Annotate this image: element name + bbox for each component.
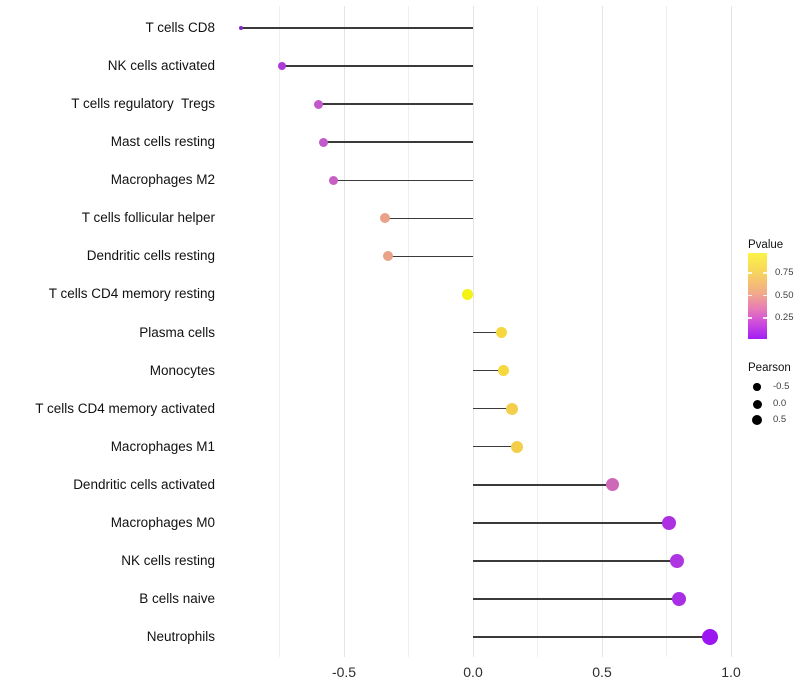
lollipop-stem [385, 217, 473, 220]
lollipop-stem [240, 27, 473, 29]
colorbar-tick [748, 294, 752, 297]
pearson-legend-dot [753, 383, 761, 391]
colorbar-tick [763, 317, 767, 319]
gridline-minor [279, 6, 280, 657]
lollipop-dot [495, 327, 507, 338]
lollipop-dot [702, 629, 719, 645]
lollipop-stem [387, 255, 473, 258]
lollipop-stem [473, 369, 504, 372]
lollipop-dot [662, 515, 677, 530]
lollipop-dot [505, 402, 518, 415]
category-label: NK cells resting [121, 552, 215, 568]
gridline-minor [408, 6, 409, 657]
gridline-major [343, 6, 345, 657]
lollipop-dot [510, 440, 523, 453]
lollipop-stem [318, 103, 473, 105]
colorbar-tick [748, 317, 752, 319]
lollipop-stem [282, 65, 473, 67]
lollipop-stem [473, 331, 502, 334]
category-label: Dendritic cells activated [73, 476, 215, 492]
category-label: Plasma cells [139, 324, 215, 340]
lollipop-dot [382, 251, 393, 262]
lollipop-dot [672, 591, 687, 606]
lollipop-dot [313, 99, 323, 109]
colorbar-tick [748, 272, 752, 274]
lollipop-stem [473, 484, 613, 486]
x-tick-label: -0.5 [331, 664, 357, 680]
colorbar-tick [763, 272, 767, 274]
gridline-major [601, 6, 603, 657]
gridline-minor [666, 6, 667, 657]
gridline-major [730, 6, 732, 657]
lollipop-stem [473, 560, 677, 562]
lollipop-stem [333, 179, 473, 181]
x-tick-label: 0.5 [592, 664, 612, 680]
gridline-major [472, 6, 474, 657]
category-label: T cells CD4 memory resting [48, 286, 215, 302]
category-label: Monocytes [149, 362, 215, 378]
category-label: Macrophages M2 [110, 172, 215, 188]
lollipop-dot [278, 62, 287, 71]
category-label: NK cells activated [107, 58, 215, 74]
colorbar-tick-label: 0.25 [775, 312, 794, 323]
category-label: Macrophages M1 [110, 438, 215, 454]
colorbar-tick [763, 294, 767, 297]
lollipop-stem [473, 445, 517, 448]
lollipop-dot [380, 213, 391, 224]
category-label: Macrophages M0 [110, 514, 215, 530]
lollipop-stem [323, 141, 473, 143]
category-label: T cells CD8 [145, 20, 215, 35]
category-label: Mast cells resting [110, 134, 215, 150]
colorbar-tick-label: 0.50 [775, 289, 794, 301]
gridline-minor [537, 6, 538, 657]
lollipop-stem [473, 598, 680, 600]
lollipop-dot [329, 175, 339, 185]
lollipop-dot [238, 26, 243, 30]
pearson-legend-label: -0.5 [773, 381, 790, 392]
lollipop-dot [498, 365, 510, 377]
category-label: B cells naive [139, 590, 215, 606]
lollipop-dot [669, 553, 684, 568]
lollipop-stem [473, 407, 512, 410]
pearson-legend-label: 0.5 [773, 414, 787, 425]
pearson-legend-title: Pearson [748, 362, 791, 374]
x-tick-label: 1.0 [721, 664, 741, 680]
pearson-legend-dot [751, 414, 763, 426]
colorbar-tick-label: 0.75 [775, 267, 794, 278]
pearson-legend-dot [752, 399, 762, 409]
lollipop-dot [462, 288, 474, 300]
category-label: T cells regulatory Tregs [71, 96, 215, 112]
pvalue-colorbar [748, 253, 767, 339]
lollipop-stem [473, 522, 670, 524]
category-label: Neutrophils [146, 629, 215, 644]
pvalue-legend-title: Pvalue [748, 239, 784, 251]
lollipop-dot [318, 137, 328, 147]
category-label: T cells CD4 memory activated [35, 400, 215, 416]
category-label: Dendritic cells resting [86, 248, 215, 264]
lollipop-stem [473, 636, 711, 638]
x-tick-label: 0.0 [463, 664, 483, 680]
pearson-legend-label: 0.0 [773, 398, 787, 409]
lollipop-dot [605, 478, 619, 492]
category-label: T cells follicular helper [81, 210, 215, 226]
